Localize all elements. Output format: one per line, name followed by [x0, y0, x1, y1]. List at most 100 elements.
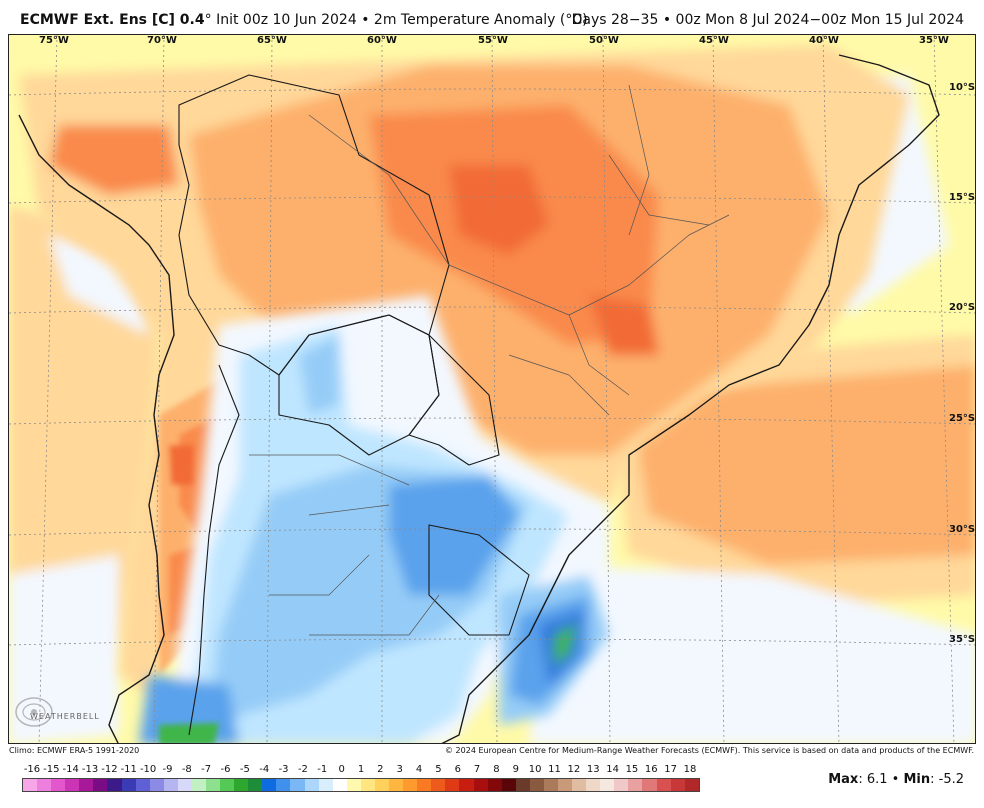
pacific-field: [9, 205, 159, 743]
init-time: Init 00z 10 Jun 2024: [216, 12, 357, 28]
map-canvas: [9, 35, 975, 743]
legend-tick-label: 7: [473, 764, 481, 775]
legend-swatch: [374, 779, 390, 791]
legend-tick-label: 11: [548, 764, 561, 775]
max-value: : 6.1: [858, 772, 888, 787]
legend-swatch: [543, 779, 558, 791]
color-legend: -16 -15 -14 -13 -12 -11 -10 -9 -8 -7 -6 -5 -4 -3 -2 -1 0…: [22, 764, 700, 794]
legend-tick-label: -10: [139, 764, 157, 775]
logo-swirl-icon: [15, 697, 53, 727]
valid-period: Days 28−35 • 00z Mon 8 Jul 2024−00z Mon …: [571, 12, 964, 28]
legend-tick-label: -9: [162, 764, 173, 775]
legend-tick-label: 8: [493, 764, 500, 775]
legend-swatch: [360, 779, 375, 791]
lon-label: 40°W: [809, 35, 839, 46]
legend-swatch: [431, 779, 446, 791]
legend-bar: [22, 778, 700, 792]
legend-swatch: [600, 779, 615, 791]
lon-label: 45°W: [699, 35, 729, 46]
legend-swatch: [572, 779, 587, 791]
legend-tick-label: -12: [101, 764, 118, 775]
legend-tick-label: -8: [181, 764, 192, 775]
legend-swatch: [670, 779, 685, 791]
legend-swatch: [23, 779, 38, 791]
legend-swatch: [403, 779, 418, 791]
lon-label: 70°W: [147, 35, 177, 46]
lon-label: 75°W: [39, 35, 69, 46]
legend-tick-label: 5: [435, 764, 442, 775]
anomaly-map[interactable]: 75°W 70°W 65°W 60°W 55°W 50°W 45°W 40°W …: [8, 34, 976, 744]
title-separator: •: [361, 12, 370, 28]
map-title: ECMWF Ext. Ens [C] 0.4° Init 00z 10 Jun …: [20, 12, 588, 28]
legend-tick-label: -1: [317, 764, 328, 775]
legend-swatch: [642, 779, 657, 791]
legend-tick-label: 14: [606, 764, 619, 775]
legend-swatch: [529, 779, 544, 791]
legend-swatch: [417, 779, 432, 791]
legend-tick-label: -5: [239, 764, 250, 775]
legend-tick-label: 4: [415, 764, 423, 775]
legend-swatch: [346, 779, 361, 791]
legend-swatch: [37, 779, 52, 791]
legend-swatch: [459, 779, 474, 791]
legend-swatch: [586, 779, 601, 791]
legend-tick-label: 3: [396, 764, 403, 775]
legend-tick-label: 15: [625, 764, 639, 775]
climo-credit: Climo: ECMWF ERA-5 1991-2020: [9, 746, 140, 755]
legend-swatch: [121, 779, 136, 791]
lon-label: 60°W: [367, 35, 397, 46]
legend-tick-label: -15: [43, 764, 60, 775]
legend-tick-label: 17: [664, 764, 677, 775]
legend-tick-label: -14: [62, 764, 79, 775]
legend-swatch: [487, 779, 502, 791]
legend-swatch: [135, 779, 150, 791]
legend-swatch: [149, 779, 164, 791]
lon-label: 50°W: [589, 35, 619, 46]
legend-swatch: [656, 779, 671, 791]
legend-swatch: [628, 779, 643, 791]
lat-label: 25°S: [949, 413, 976, 424]
legend-swatch: [107, 779, 122, 791]
legend-tick-label: -16: [23, 764, 41, 775]
legend-tick-label: 2: [377, 764, 384, 775]
lat-label: 10°S: [949, 82, 976, 93]
legend-swatch: [163, 779, 178, 791]
legend-swatch: [290, 779, 305, 791]
legend-tick-label: -13: [81, 764, 99, 775]
legend-swatch: [304, 779, 319, 791]
legend-swatch: [332, 779, 347, 791]
stats-separator: •: [891, 772, 900, 787]
legend-swatch: [177, 779, 192, 791]
legend-swatch: [473, 779, 488, 791]
legend-tick-label: 1: [357, 764, 365, 775]
legend-swatch: [234, 779, 249, 791]
legend-tick-label: -4: [259, 764, 270, 775]
legend-tick-label: -3: [278, 764, 289, 775]
lat-label: 30°S: [949, 524, 976, 535]
legend-tick-label: 13: [586, 764, 600, 775]
copyright-credit: © 2024 European Centre for Medium-Range …: [445, 746, 974, 755]
legend-tick-label: 12: [567, 764, 581, 775]
max-min-stats: Max: 6.1 • Min: -5.2: [828, 772, 964, 787]
legend-swatch: [614, 779, 629, 791]
title-bar: ECMWF Ext. Ens [C] 0.4° Init 00z 10 Jun …: [0, 0, 984, 34]
weatherbell-logo: WEATHERBELL: [12, 690, 102, 734]
legend-swatch: [262, 779, 277, 791]
graticule: [9, 35, 975, 743]
legend-tick-label: -6: [220, 764, 231, 775]
legend-tick-label: 6: [454, 764, 461, 775]
legend-tick-label: -11: [120, 764, 137, 775]
legend-tick-label: 0: [338, 764, 345, 775]
borders: [18, 54, 940, 743]
legend-swatch: [79, 779, 94, 791]
min-label: Min: [903, 772, 931, 787]
legend-tick-label: 16: [644, 764, 658, 775]
legend-swatch: [93, 779, 108, 791]
legend-tick-label: 18: [683, 764, 697, 775]
variable-name: 2m Temperature Anomaly (°C): [373, 12, 588, 28]
legend-swatch: [445, 779, 460, 791]
legend-swatch: [51, 779, 66, 791]
legend-swatch: [684, 779, 699, 791]
lon-label: 55°W: [478, 35, 508, 46]
legend-tick-label: -2: [297, 764, 308, 775]
